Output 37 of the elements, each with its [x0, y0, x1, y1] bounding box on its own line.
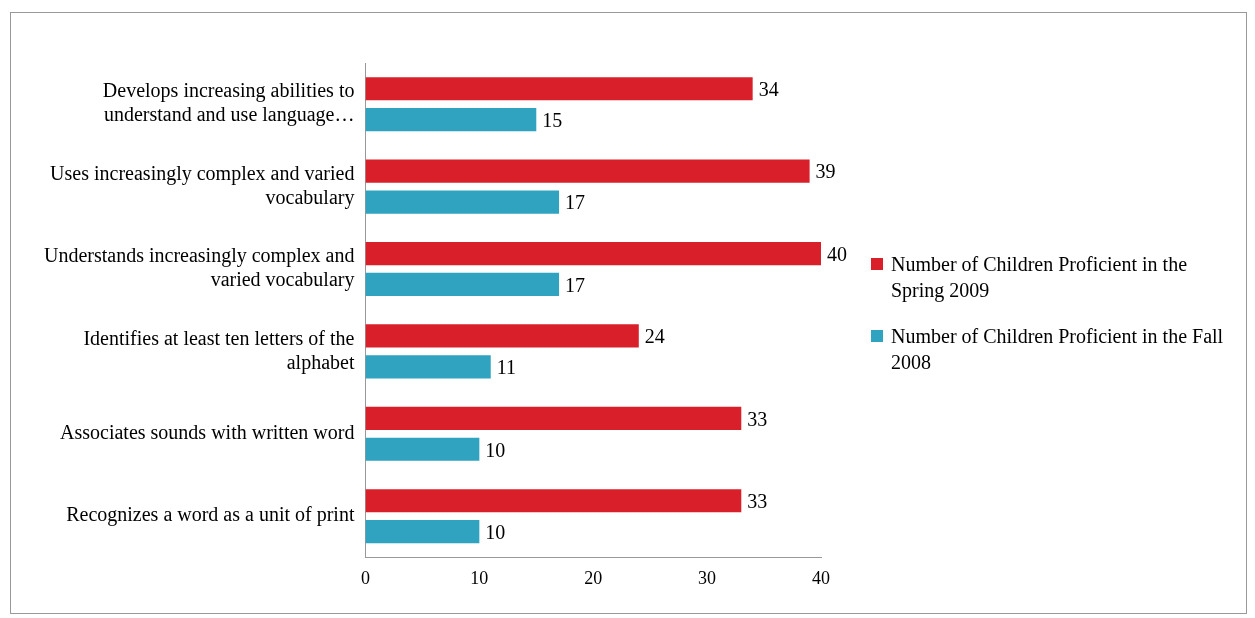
bar — [365, 108, 537, 132]
data-label: 34 — [758, 78, 779, 100]
bar — [365, 77, 753, 101]
data-label: 40 — [827, 242, 847, 265]
x-tick-label: 0 — [360, 567, 370, 588]
legend-label: Number of Children Proficient in the Spring 2009 — [891, 252, 1189, 303]
y-tick-label: Associates sounds with written word — [60, 421, 355, 444]
data-label: 33 — [747, 490, 768, 512]
data-label: 10 — [485, 520, 506, 543]
bar — [365, 355, 491, 379]
data-label: 15 — [542, 108, 563, 131]
y-tick-label: Uses increasingly complex and varied vocabulary — [50, 161, 355, 209]
y-tick-label: Recognizes a word as a unit of print — [66, 503, 355, 527]
bar — [365, 241, 821, 266]
y-tick-label: Understands increasingly complex and varied vocabulary — [44, 244, 355, 292]
legend-label: Number of Children Proficient in the Fall 2008 — [891, 324, 1225, 375]
y-tick-label: Develops increasing abilities to understand and use language… — [102, 79, 355, 127]
data-label: 33 — [747, 407, 768, 430]
x-tick-label: 10 — [470, 567, 489, 588]
data-label: 24 — [644, 325, 665, 348]
x-tick-label: 30 — [698, 567, 717, 588]
bar — [365, 406, 742, 430]
bar — [365, 159, 810, 183]
x-tick-label: 40 — [812, 567, 830, 588]
bar — [365, 324, 639, 348]
data-label: 11 — [496, 356, 517, 379]
bar — [365, 489, 742, 513]
bar — [365, 190, 560, 214]
data-label: 17 — [565, 191, 586, 214]
data-label: 39 — [815, 160, 836, 183]
bar — [365, 272, 560, 297]
y-tick-label: Identifies at least ten letters of the alphabet — [83, 326, 355, 374]
data-label: 10 — [485, 438, 506, 461]
x-tick-label: 20 — [584, 567, 603, 588]
data-label: 17 — [565, 273, 586, 296]
bar — [365, 520, 480, 544]
bar — [365, 437, 480, 461]
